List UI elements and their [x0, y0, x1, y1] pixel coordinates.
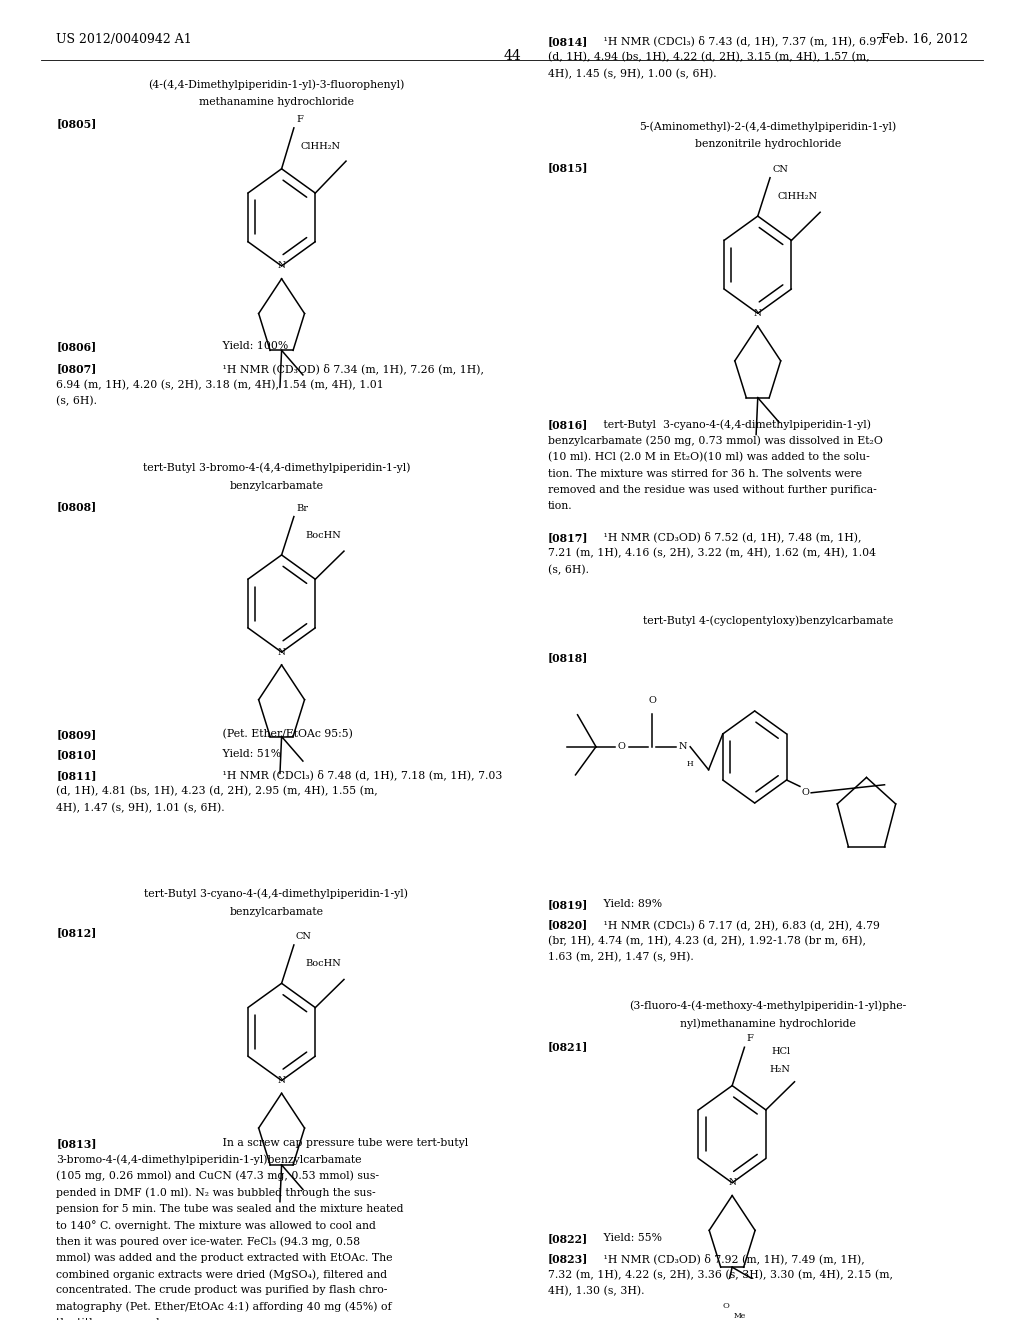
Text: [0814]: [0814]	[548, 36, 588, 46]
Text: pension for 5 min. The tube was sealed and the mixture heated: pension for 5 min. The tube was sealed a…	[56, 1204, 403, 1213]
Text: O: O	[801, 788, 809, 797]
Text: matography (Pet. Ether/EtOAc 4:1) affording 40 mg (45%) of: matography (Pet. Ether/EtOAc 4:1) afford…	[56, 1302, 392, 1312]
Text: Br: Br	[296, 504, 308, 512]
Text: N: N	[278, 1076, 286, 1085]
Text: F: F	[746, 1035, 754, 1043]
Text: [0822]: [0822]	[548, 1233, 588, 1243]
Text: tion. The mixture was stirred for 36 h. The solvents were: tion. The mixture was stirred for 36 h. …	[548, 469, 862, 479]
Text: ¹H NMR (CDCl₃) δ 7.17 (d, 2H), 6.83 (d, 2H), 4.79: ¹H NMR (CDCl₃) δ 7.17 (d, 2H), 6.83 (d, …	[593, 920, 880, 931]
Text: F: F	[296, 115, 303, 124]
Text: [0811]: [0811]	[56, 770, 97, 780]
Text: (d, 1H), 4.94 (bs, 1H), 4.22 (d, 2H), 3.15 (m, 4H), 1.57 (m,: (d, 1H), 4.94 (bs, 1H), 4.22 (d, 2H), 3.…	[548, 53, 869, 62]
Text: ¹H NMR (CD₃OD) δ 7.92 (m, 1H), 7.49 (m, 1H),: ¹H NMR (CD₃OD) δ 7.92 (m, 1H), 7.49 (m, …	[593, 1253, 864, 1265]
Text: ClHH₂N: ClHH₂N	[301, 141, 341, 150]
Text: CN: CN	[772, 165, 788, 174]
Text: 44: 44	[503, 49, 521, 62]
Text: then it was poured over ice-water. FeCl₃ (94.3 mg, 0.58: then it was poured over ice-water. FeCl₃…	[56, 1237, 360, 1247]
Text: the title compound.: the title compound.	[56, 1319, 163, 1320]
Text: BocHN: BocHN	[305, 958, 341, 968]
Text: H: H	[687, 759, 693, 767]
Text: tert-Butyl  3-cyano-4-(4,4-dimethylpiperidin-1-yl): tert-Butyl 3-cyano-4-(4,4-dimethylpiperi…	[593, 420, 871, 430]
Text: N: N	[278, 648, 286, 656]
Text: 4H), 1.47 (s, 9H), 1.01 (s, 6H).: 4H), 1.47 (s, 9H), 1.01 (s, 6H).	[56, 803, 225, 813]
Text: ¹H NMR (CD₃OD) δ 7.34 (m, 1H), 7.26 (m, 1H),: ¹H NMR (CD₃OD) δ 7.34 (m, 1H), 7.26 (m, …	[212, 363, 484, 374]
Text: [0813]: [0813]	[56, 1138, 97, 1148]
Text: BocHN: BocHN	[305, 531, 341, 540]
Text: O: O	[722, 1302, 729, 1309]
Text: N: N	[754, 309, 762, 318]
Text: (4-(4,4-Dimethylpiperidin-1-yl)-3-fluorophenyl): (4-(4,4-Dimethylpiperidin-1-yl)-3-fluoro…	[148, 79, 404, 90]
Text: [0818]: [0818]	[548, 652, 588, 663]
Text: H₂N: H₂N	[770, 1065, 791, 1074]
Text: [0815]: [0815]	[548, 162, 589, 173]
Text: ClHH₂N: ClHH₂N	[777, 191, 817, 201]
Text: combined organic extracts were dried (MgSO₄), filtered and: combined organic extracts were dried (Mg…	[56, 1269, 387, 1279]
Text: (3-fluoro-4-(4-methoxy-4-methylpiperidin-1-yl)phe-: (3-fluoro-4-(4-methoxy-4-methylpiperidin…	[630, 1001, 906, 1011]
Text: mmol) was added and the product extracted with EtOAc. The: mmol) was added and the product extracte…	[56, 1253, 393, 1263]
Text: 1.63 (m, 2H), 1.47 (s, 9H).: 1.63 (m, 2H), 1.47 (s, 9H).	[548, 952, 693, 962]
Text: removed and the residue was used without further purifica-: removed and the residue was used without…	[548, 484, 877, 495]
Text: (s, 6H).: (s, 6H).	[56, 396, 97, 407]
Text: 4H), 1.30 (s, 3H).: 4H), 1.30 (s, 3H).	[548, 1286, 644, 1296]
Text: 3-bromo-4-(4,4-dimethylpiperidin-1-yl)benzylcarbamate: 3-bromo-4-(4,4-dimethylpiperidin-1-yl)be…	[56, 1155, 361, 1166]
Text: O: O	[648, 696, 656, 705]
Text: 4H), 1.45 (s, 9H), 1.00 (s, 6H).: 4H), 1.45 (s, 9H), 1.00 (s, 6H).	[548, 69, 717, 79]
Text: Yield: 89%: Yield: 89%	[593, 899, 663, 909]
Text: (105 mg, 0.26 mmol) and CuCN (47.3 mg, 0.53 mmol) sus-: (105 mg, 0.26 mmol) and CuCN (47.3 mg, 0…	[56, 1171, 379, 1181]
Text: CN: CN	[296, 932, 312, 941]
Text: [0807]: [0807]	[56, 363, 96, 374]
Text: (d, 1H), 4.81 (bs, 1H), 4.23 (d, 2H), 2.95 (m, 4H), 1.55 (m,: (d, 1H), 4.81 (bs, 1H), 4.23 (d, 2H), 2.…	[56, 787, 378, 796]
Text: Yield: 100%: Yield: 100%	[212, 342, 288, 351]
Text: 7.32 (m, 1H), 4.22 (s, 2H), 3.36 (s, 3H), 3.30 (m, 4H), 2.15 (m,: 7.32 (m, 1H), 4.22 (s, 2H), 3.36 (s, 3H)…	[548, 1270, 893, 1280]
Text: benzylcarbamate: benzylcarbamate	[229, 480, 324, 491]
Text: benzonitrile hydrochloride: benzonitrile hydrochloride	[695, 140, 841, 149]
Text: tert-Butyl 3-cyano-4-(4,4-dimethylpiperidin-1-yl): tert-Butyl 3-cyano-4-(4,4-dimethylpiperi…	[144, 888, 409, 899]
Text: nyl)methanamine hydrochloride: nyl)methanamine hydrochloride	[680, 1018, 856, 1028]
Text: 7.21 (m, 1H), 4.16 (s, 2H), 3.22 (m, 4H), 1.62 (m, 4H), 1.04: 7.21 (m, 1H), 4.16 (s, 2H), 3.22 (m, 4H)…	[548, 548, 876, 558]
Text: HCl: HCl	[771, 1047, 791, 1056]
Text: (Pet. Ether/EtOAc 95:5): (Pet. Ether/EtOAc 95:5)	[212, 729, 353, 739]
Text: Yield: 55%: Yield: 55%	[593, 1233, 662, 1242]
Text: 6.94 (m, 1H), 4.20 (s, 2H), 3.18 (m, 4H), 1.54 (m, 4H), 1.01: 6.94 (m, 1H), 4.20 (s, 2H), 3.18 (m, 4H)…	[56, 380, 384, 389]
Text: tert-Butyl 3-bromo-4-(4,4-dimethylpiperidin-1-yl): tert-Butyl 3-bromo-4-(4,4-dimethylpiperi…	[142, 463, 411, 474]
Text: concentrated. The crude product was purified by flash chro-: concentrated. The crude product was puri…	[56, 1286, 388, 1295]
Text: Yield: 51%: Yield: 51%	[212, 750, 282, 759]
Text: tion.: tion.	[548, 502, 572, 511]
Text: [0823]: [0823]	[548, 1253, 588, 1265]
Text: [0821]: [0821]	[548, 1041, 588, 1052]
Text: ¹H NMR (CDCl₃) δ 7.43 (d, 1H), 7.37 (m, 1H), 6.97: ¹H NMR (CDCl₃) δ 7.43 (d, 1H), 7.37 (m, …	[593, 36, 883, 46]
Text: (10 ml). HCl (2.0 M in Et₂O)(10 ml) was added to the solu-: (10 ml). HCl (2.0 M in Et₂O)(10 ml) was …	[548, 453, 869, 462]
Text: 5-(Aminomethyl)-2-(4,4-dimethylpiperidin-1-yl): 5-(Aminomethyl)-2-(4,4-dimethylpiperidin…	[639, 121, 897, 132]
Text: [0806]: [0806]	[56, 342, 96, 352]
Text: (s, 6H).: (s, 6H).	[548, 565, 589, 576]
Text: [0816]: [0816]	[548, 420, 588, 430]
Text: tert-Butyl 4-(cyclopentyloxy)benzylcarbamate: tert-Butyl 4-(cyclopentyloxy)benzylcarba…	[643, 615, 893, 626]
Text: [0810]: [0810]	[56, 750, 96, 760]
Text: N: N	[728, 1179, 736, 1187]
Text: to 140° C. overnight. The mixture was allowed to cool and: to 140° C. overnight. The mixture was al…	[56, 1220, 376, 1230]
Text: (br, 1H), 4.74 (m, 1H), 4.23 (d, 2H), 1.92-1.78 (br m, 6H),: (br, 1H), 4.74 (m, 1H), 4.23 (d, 2H), 1.…	[548, 936, 866, 946]
Text: [0808]: [0808]	[56, 502, 96, 512]
Text: N: N	[679, 742, 687, 751]
Text: O: O	[617, 742, 626, 751]
Text: ¹H NMR (CD₃OD) δ 7.52 (d, 1H), 7.48 (m, 1H),: ¹H NMR (CD₃OD) δ 7.52 (d, 1H), 7.48 (m, …	[593, 532, 861, 543]
Text: US 2012/0040942 A1: US 2012/0040942 A1	[56, 33, 193, 46]
Text: pended in DMF (1.0 ml). N₂ was bubbled through the sus-: pended in DMF (1.0 ml). N₂ was bubbled t…	[56, 1187, 376, 1197]
Text: benzylcarbamate (250 mg, 0.73 mmol) was dissolved in Et₂O: benzylcarbamate (250 mg, 0.73 mmol) was …	[548, 436, 883, 446]
Text: In a screw cap pressure tube were tert-butyl: In a screw cap pressure tube were tert-b…	[212, 1138, 468, 1148]
Text: [0812]: [0812]	[56, 927, 96, 939]
Text: Me: Me	[734, 1312, 746, 1320]
Text: methanamine hydrochloride: methanamine hydrochloride	[199, 98, 354, 107]
Text: [0809]: [0809]	[56, 729, 96, 739]
Text: Feb. 16, 2012: Feb. 16, 2012	[881, 33, 968, 46]
Text: [0805]: [0805]	[56, 117, 96, 128]
Text: N: N	[278, 261, 286, 271]
Text: ¹H NMR (CDCl₃) δ 7.48 (d, 1H), 7.18 (m, 1H), 7.03: ¹H NMR (CDCl₃) δ 7.48 (d, 1H), 7.18 (m, …	[212, 770, 503, 780]
Text: [0820]: [0820]	[548, 920, 588, 931]
Text: [0819]: [0819]	[548, 899, 588, 909]
Text: [0817]: [0817]	[548, 532, 589, 543]
Text: benzylcarbamate: benzylcarbamate	[229, 907, 324, 916]
